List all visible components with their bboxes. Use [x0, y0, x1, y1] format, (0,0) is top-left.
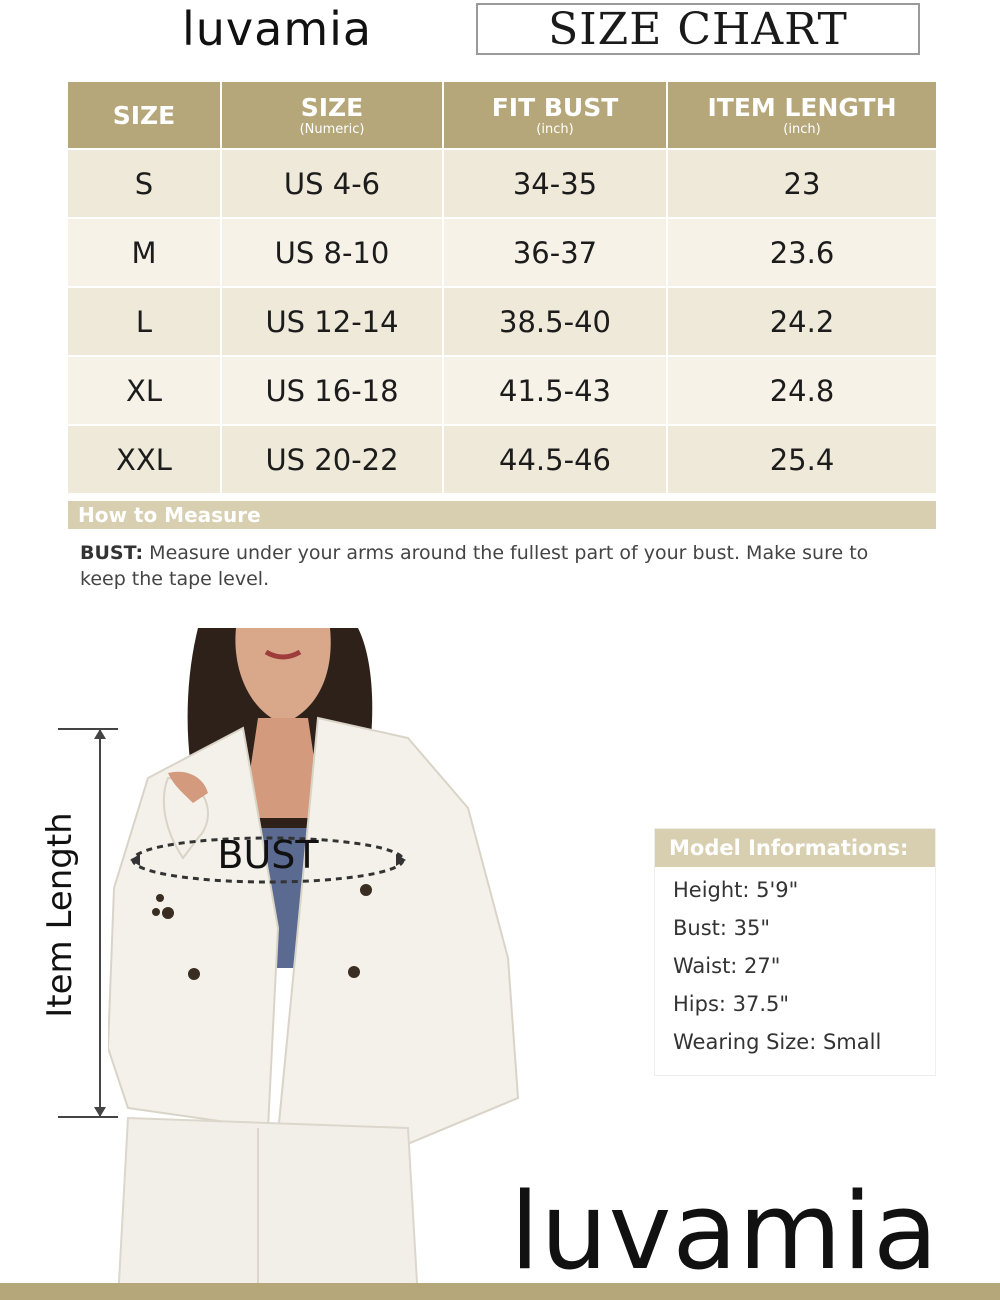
brand-logo-bottom: luvamia [510, 1170, 939, 1293]
model-neck [243, 718, 323, 818]
cell-size-numeric: US 16-18 [222, 355, 444, 424]
cell-size-numeric: US 8-10 [222, 217, 444, 286]
model-info-hips: Hips: 37.5" [673, 992, 790, 1016]
blazer-right-panel [276, 716, 520, 1150]
cell-size: XXL [68, 424, 222, 493]
model-info-title: Model Informations: [655, 829, 935, 867]
blazer-button [162, 907, 174, 919]
blazer-button [188, 968, 200, 980]
bust-instructions-label: BUST: [80, 542, 144, 564]
model-hand [168, 771, 208, 803]
model-info-waist: Waist: 27" [673, 954, 781, 978]
how-to-measure-title: How to Measure [78, 503, 261, 527]
bottom-gold-band [0, 1283, 1000, 1300]
cell-fit-bust: 36-37 [444, 217, 668, 286]
table-row: S US 4-6 34-35 23 [68, 148, 936, 217]
cell-item-length: 25.4 [668, 424, 936, 493]
header-size-numeric: SIZE (Numeric) [222, 82, 444, 148]
item-length-measure [58, 728, 118, 1118]
cell-size: XL [68, 355, 222, 424]
model-info-list: Height: 5'9" Bust: 35" Waist: 27" Hips: … [655, 867, 935, 1061]
brand-logo-top: luvamia [182, 2, 373, 56]
how-to-measure-bar: How to Measure [68, 501, 936, 529]
model-lips [264, 649, 302, 660]
size-table-header-row: SIZE SIZE (Numeric) FIT BUST (inch) ITEM L… [68, 82, 936, 148]
table-row: M US 8-10 36-37 23.6 [68, 217, 936, 286]
model-info-wearing-size: Wearing Size: Small [673, 1030, 882, 1054]
cell-item-length: 23.6 [668, 217, 936, 286]
cell-size: M [68, 217, 222, 286]
model-face [235, 628, 331, 724]
cell-item-length: 23 [668, 148, 936, 217]
header-fit-bust: FIT BUST (inch) [444, 82, 668, 148]
cell-size-numeric: US 20-22 [222, 424, 444, 493]
cell-fit-bust: 44.5-46 [444, 424, 668, 493]
blazer-left-panel [108, 726, 280, 1130]
model-pants [116, 1116, 420, 1300]
size-table: SIZE SIZE (Numeric) FIT BUST (inch) ITEM L… [68, 82, 936, 493]
cell-size: L [68, 286, 222, 355]
cell-size-numeric: US 4-6 [222, 148, 444, 217]
item-length-arrow-bottom [94, 1107, 106, 1117]
cell-fit-bust: 41.5-43 [444, 355, 668, 424]
header-size: SIZE [68, 82, 222, 148]
bust-label: BUST [217, 833, 319, 877]
cell-fit-bust: 34-35 [444, 148, 668, 217]
cell-size-numeric: US 12-14 [222, 286, 444, 355]
bust-instructions-text: Measure under your arms around the fulle… [80, 542, 869, 590]
cuff-button [152, 908, 160, 916]
blazer-button [360, 884, 372, 896]
blazer-button [348, 966, 360, 978]
bust-arrow-left [130, 854, 140, 866]
model-info-height: Height: 5'9" [673, 878, 799, 902]
cell-item-length: 24.2 [668, 286, 936, 355]
size-chart-title: SIZE CHART [548, 3, 848, 55]
model-info-box: Model Informations: Height: 5'9" Bust: 3… [654, 828, 936, 1076]
size-chart-title-box: SIZE CHART [476, 3, 920, 55]
cell-size: S [68, 148, 222, 217]
model-photo-illustration: BUST [108, 628, 538, 1300]
header-item-length: ITEM LENGTH (inch) [668, 82, 936, 148]
item-length-arrow-top [94, 729, 106, 739]
cuff-button [156, 894, 164, 902]
table-row: XXL US 20-22 44.5-46 25.4 [68, 424, 936, 493]
table-row: L US 12-14 38.5-40 24.2 [68, 286, 936, 355]
model-info-bust: Bust: 35" [673, 916, 771, 940]
bust-instructions: BUST: Measure under your arms around the… [80, 540, 920, 592]
cell-fit-bust: 38.5-40 [444, 286, 668, 355]
bust-arrow-right [396, 854, 406, 866]
item-length-label: Item Length [40, 812, 80, 1018]
table-row: XL US 16-18 41.5-43 24.8 [68, 355, 936, 424]
cell-item-length: 24.8 [668, 355, 936, 424]
